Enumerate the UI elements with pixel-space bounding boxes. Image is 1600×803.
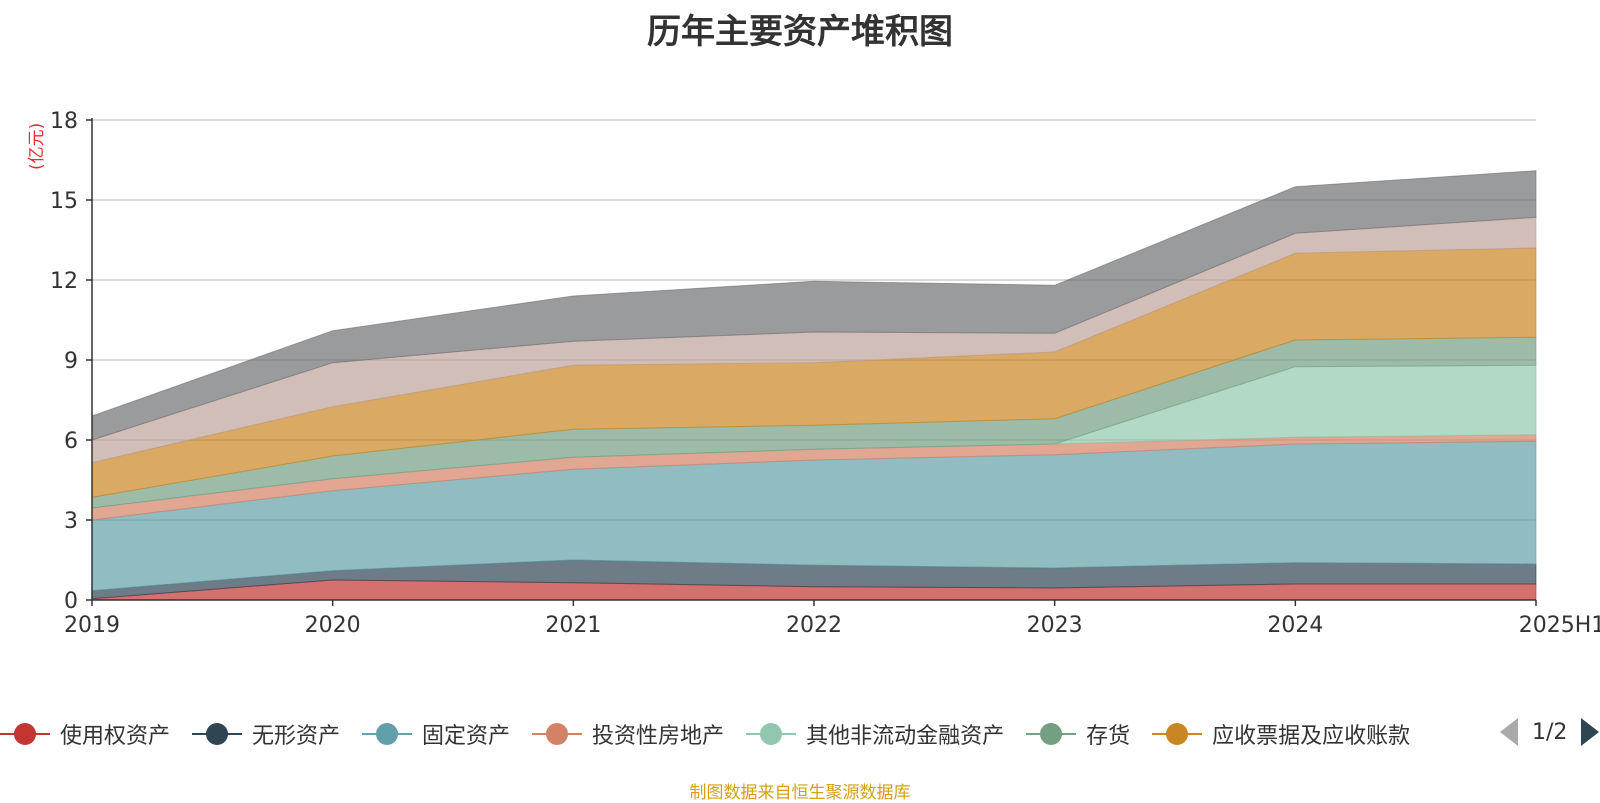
legend: 使用权资产 无形资产 固定资产 投资性房地产 其他非流动金融资产 存货 应收票据及应收账款 (0, 714, 1432, 754)
x-tick-label: 2019 (64, 613, 120, 638)
x-tick-label: 2024 (1267, 613, 1323, 638)
y-tick-label: 18 (50, 109, 78, 134)
legend-marker-icon (192, 722, 243, 746)
legend-label: 使用权资产 (60, 724, 171, 749)
stacked-area-chart: 0 3 6 9 12 15 18 2019 2020 2021 2022 2023 2024 2025H1 (50, 109, 1600, 638)
data-source-note: 制图数据来自恒生聚源数据库 (689, 783, 911, 803)
triangle-right-icon[interactable] (1581, 718, 1600, 746)
legend-marker-icon (746, 722, 797, 746)
legend-marker-icon (1152, 722, 1203, 746)
legend-label: 存货 (1086, 724, 1131, 749)
legend-item[interactable]: 应收票据及应收账款 (1152, 718, 1410, 750)
x-tick-label: 2021 (545, 613, 601, 638)
chart-title: 历年主要资产堆积图 (647, 12, 953, 52)
y-tick-label: 12 (50, 269, 78, 294)
legend-marker-icon (532, 722, 583, 746)
y-tick-label: 3 (64, 509, 78, 534)
legend-label: 固定资产 (422, 724, 511, 749)
legend-item[interactable]: 无形资产 (192, 718, 340, 750)
legend-item[interactable]: 固定资产 (362, 718, 510, 750)
x-tick-label: 2022 (786, 613, 842, 638)
legend-item[interactable]: 使用权资产 (0, 718, 170, 750)
legend-marker-icon (362, 722, 413, 746)
legend-label: 其他非流动金融资产 (806, 724, 1005, 749)
legend-label: 应收票据及应收账款 (1212, 724, 1411, 749)
legend-label: 投资性房地产 (592, 724, 725, 749)
legend-marker-icon (1026, 722, 1077, 746)
y-tick-label: 0 (64, 589, 78, 614)
y-tick-label: 6 (64, 429, 78, 454)
legend-marker-icon (0, 722, 50, 746)
y-tick-label: 9 (64, 349, 78, 374)
legend-label: 无形资产 (252, 724, 341, 749)
x-tick-label: 2020 (305, 613, 361, 638)
x-tick-label: 2025H1 (1519, 613, 1600, 638)
legend-pager: 1/2 (1500, 718, 1600, 746)
legend-item[interactable]: 其他非流动金融资产 (746, 718, 1004, 750)
legend-item[interactable]: 投资性房地产 (532, 718, 724, 750)
x-tick-label: 2023 (1027, 613, 1083, 638)
y-tick-label: 15 (50, 189, 78, 214)
area-series-8 (91, 170, 1537, 441)
triangle-left-icon[interactable] (1500, 718, 1518, 746)
legend-page-indicator: 1/2 (1532, 719, 1568, 745)
legend-item[interactable]: 存货 (1026, 718, 1130, 750)
